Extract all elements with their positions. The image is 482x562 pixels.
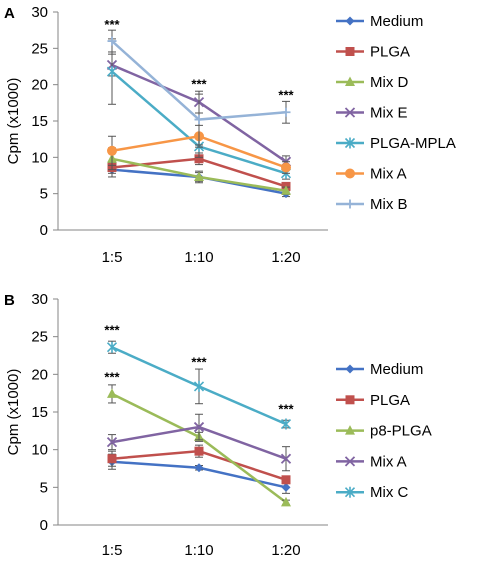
legend: Medium PLGA Mix D Mix E PLGA-MPLA Mix A Mix B [336,13,456,213]
data-point [107,454,117,464]
chart-panel-a: A 0 5 10 15 20 25 30 1:5 1:10 1:20 Cpm (x1000) *** **… [4,4,456,266]
data-point [107,36,117,46]
legend-marker [345,47,355,56]
legend-marker [345,16,355,26]
legend-marker [345,168,355,179]
panel-label: A [4,5,15,22]
data-point [107,145,117,156]
legend-item: Mix B [336,196,408,213]
legend-label: Mix B [370,196,408,213]
series-mix-b [107,29,291,146]
y-tick-label: 10 [31,149,48,166]
y-tick-label: 25 [31,40,48,57]
y-tick-label: 15 [31,113,48,130]
significance-label: *** [191,77,207,92]
significance-label: *** [191,354,207,369]
legend-marker [344,137,356,149]
data-point [281,162,291,173]
legend-label: Medium [370,361,423,378]
legend-label: Mix A [370,453,407,470]
data-point [193,421,205,433]
y-tick-label: 20 [31,77,48,94]
legend-marker [345,425,355,435]
y-tick-label: 15 [31,404,48,421]
chart-panel-b: B 0 5 10 15 20 25 30 1:5 1:10 1:20 Cpm (x1000) *** **… [4,291,432,559]
data-point [107,388,117,398]
legend-item: Mix C [336,484,408,501]
legend-item: PLGA [336,44,410,61]
significance-label: *** [104,369,120,384]
x-tick-label: 1:10 [184,249,213,266]
data-point [194,154,204,164]
y-tick-label: 25 [31,329,48,346]
y-axis-title: Cpm (x1000) [5,369,22,456]
x-tick-label: 1:5 [102,249,123,266]
series-mix-a [106,413,292,472]
data-point [106,66,118,78]
y-tick-label: 0 [40,517,48,534]
data-point [281,107,291,117]
data-point [281,475,291,485]
y-tick-label: 5 [40,479,48,496]
y-tick-label: 30 [31,291,48,308]
y-tick-label: 5 [40,186,48,203]
series-mix-c [106,340,292,430]
data-point [193,380,205,392]
legend-marker [344,486,356,498]
significance-label: *** [104,323,120,338]
legend-label: PLGA [370,392,410,409]
y-tick-label: 20 [31,366,48,383]
x-tick-label: 1:20 [271,542,300,559]
legend-label: PLGA-MPLA [370,135,456,152]
legend-label: Mix A [370,166,407,183]
legend-label: Mix C [370,484,408,501]
y-tick-label: 30 [31,4,48,21]
legend-marker [345,76,355,86]
legend-label: p8-PLGA [370,423,432,440]
data-point [106,341,118,353]
legend-label: Mix D [370,74,408,91]
data-point [281,482,291,492]
data-point [280,453,292,464]
legend-marker [344,456,356,467]
legend-label: PLGA [370,44,410,61]
data-point [281,496,291,507]
significance-label: *** [278,402,294,417]
data-point [280,418,292,430]
legend-marker [345,199,355,209]
legend-item: PLGA [336,392,410,409]
panel-label: B [4,292,15,309]
legend-item: Medium [336,361,423,378]
legend-label: Mix E [370,105,408,122]
legend-label: Medium [370,13,423,30]
data-point [194,463,204,473]
significance-label: *** [104,17,120,32]
legend-item: Mix D [336,74,408,91]
legend: Medium PLGA p8-PLGA Mix A Mix C [336,361,432,501]
legend-item: Mix A [336,166,407,183]
x-tick-label: 1:5 [102,542,123,559]
y-tick-label: 10 [31,442,48,459]
legend-marker [344,107,356,118]
significance-label: *** [278,88,294,103]
legend-marker [345,395,355,405]
data-point [106,436,118,448]
legend-marker [345,364,355,374]
data-point [194,115,204,125]
data-point [194,446,204,456]
y-tick-label: 0 [40,222,48,239]
x-tick-label: 1:20 [271,249,300,266]
series-plga [107,444,291,485]
legend-item: Medium [336,13,423,30]
legend-item: p8-PLGA [336,423,432,440]
legend-item: Mix E [336,105,408,122]
series-medium [107,453,291,494]
data-point [194,171,204,181]
legend-item: Mix A [336,453,407,470]
legend-item: PLGA-MPLA [336,135,456,152]
x-tick-label: 1:10 [184,542,213,559]
data-point [281,185,291,195]
y-axis-title: Cpm (x1000) [5,78,22,165]
